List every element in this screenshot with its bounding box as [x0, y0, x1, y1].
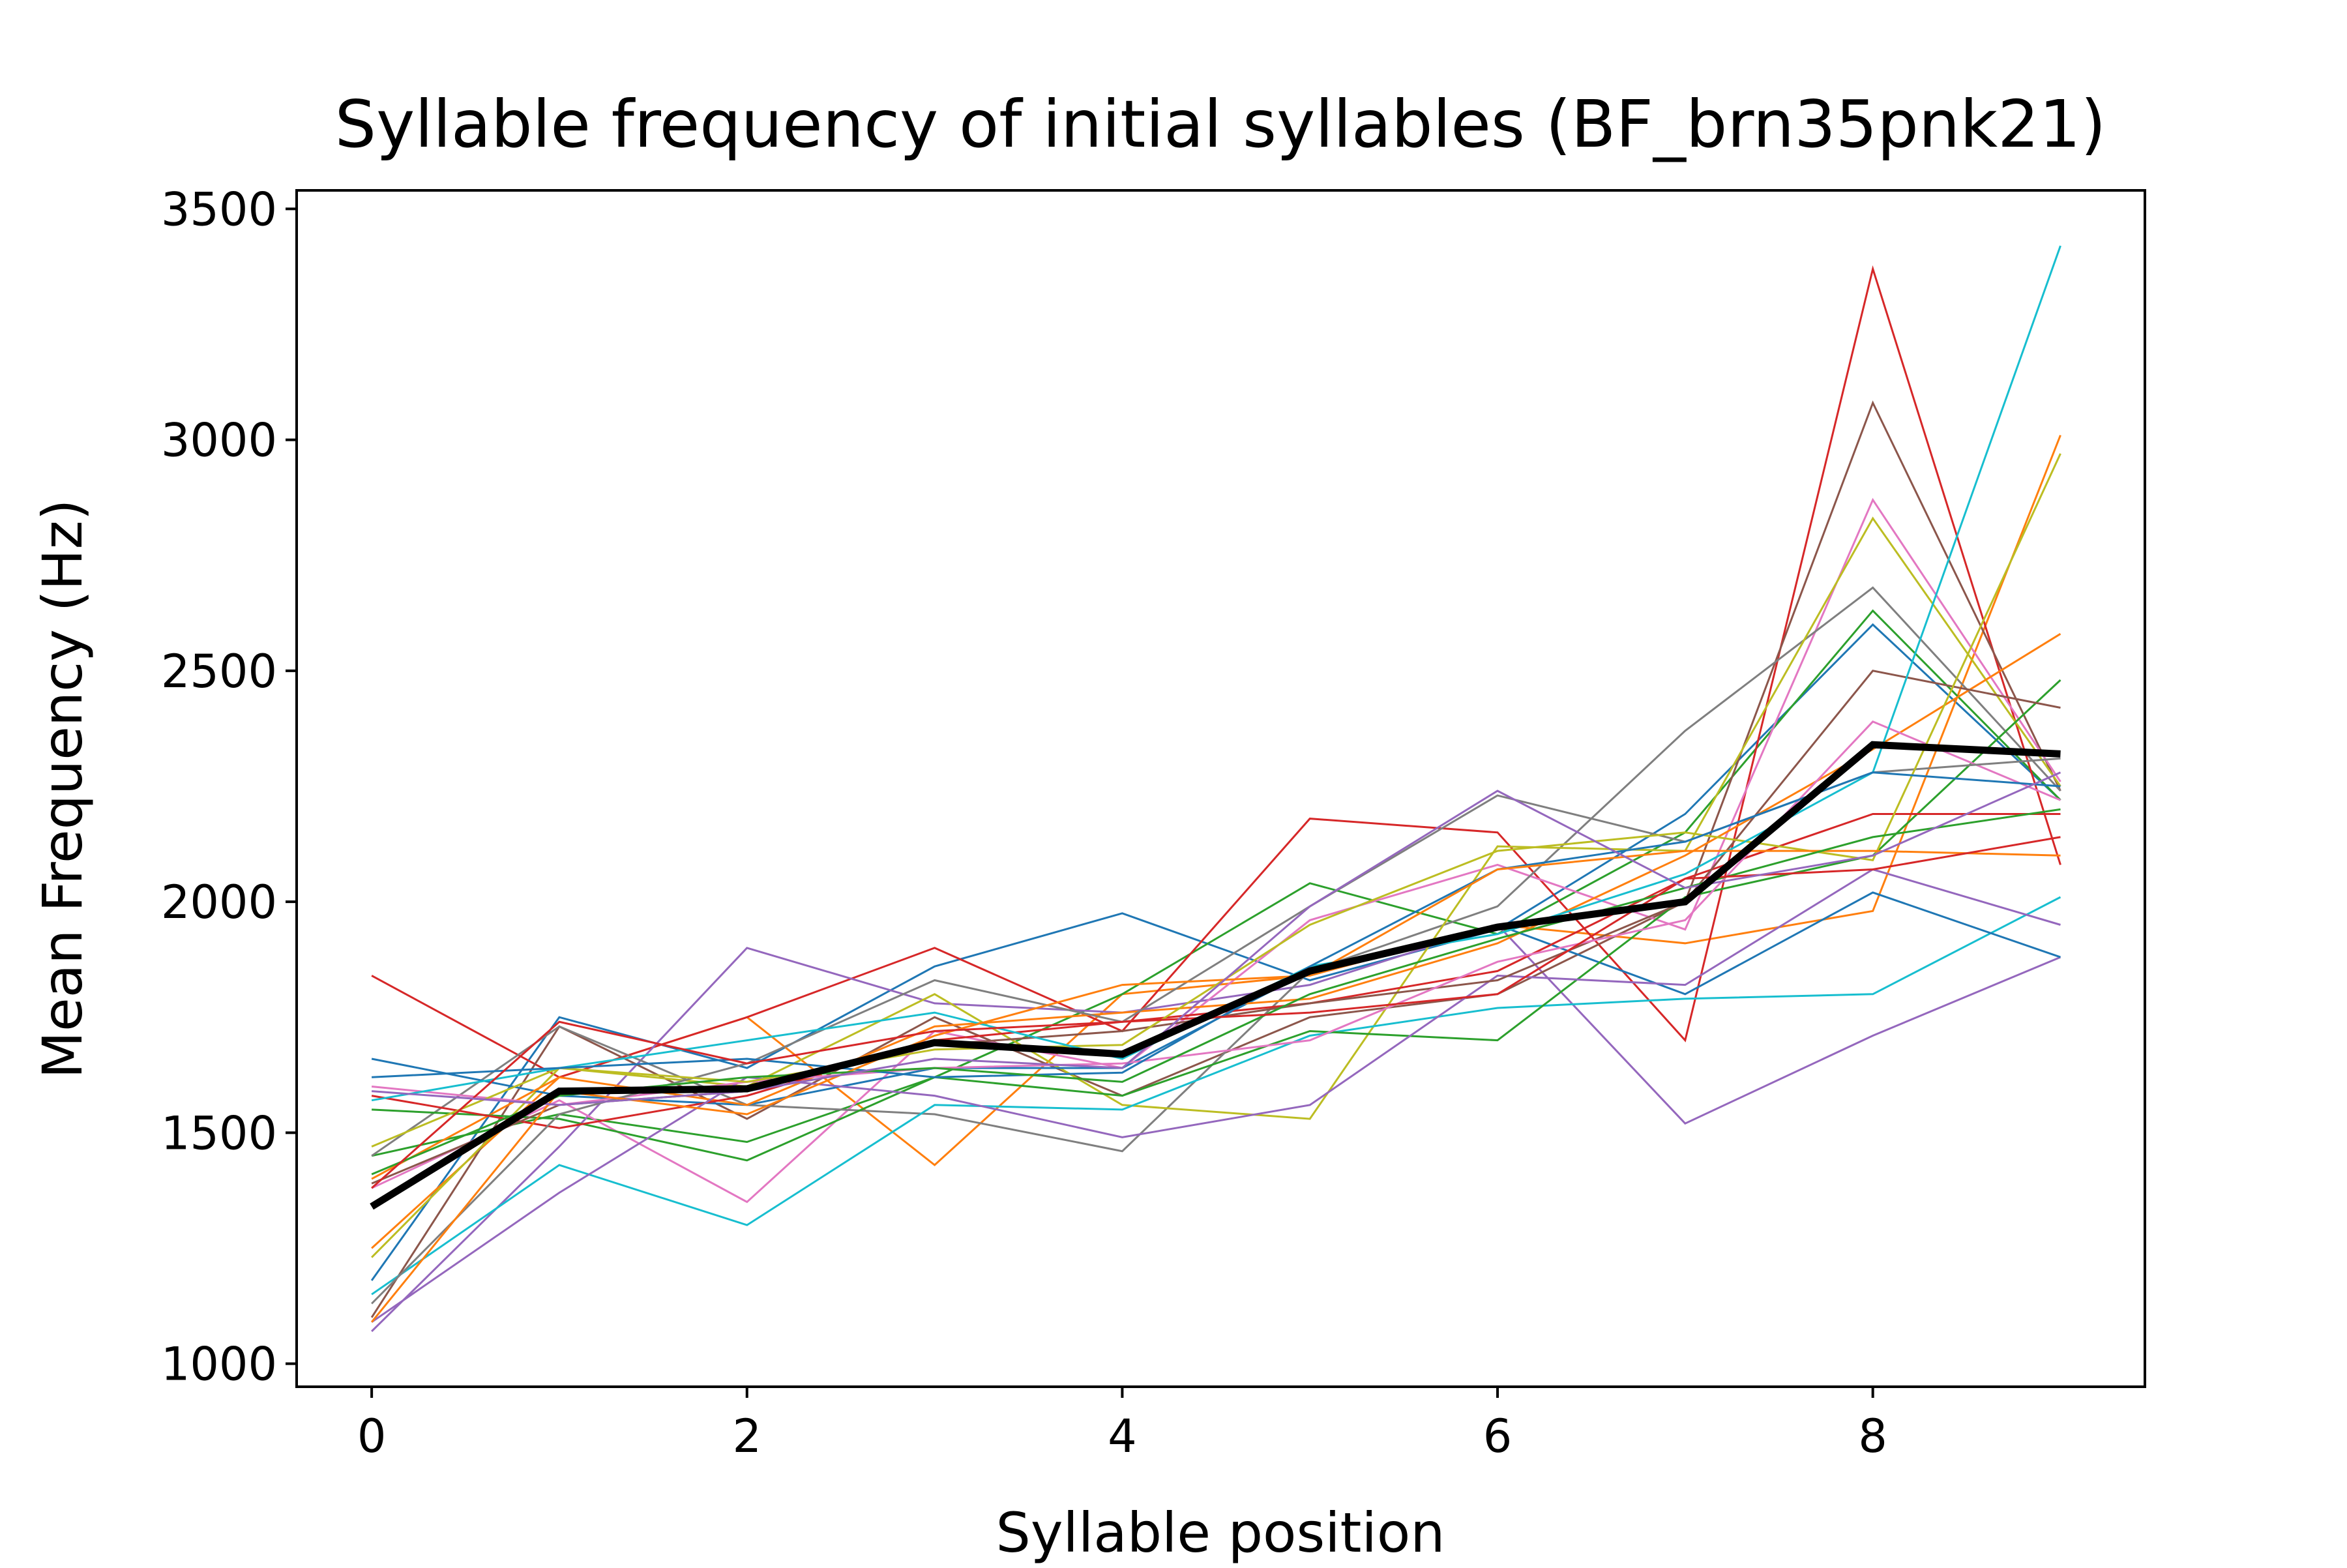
series-line-10	[371, 896, 2061, 1295]
x-tick-label: 4	[1108, 1410, 1137, 1463]
y-tick-label: 3000	[161, 414, 277, 467]
y-tick-label: 2000	[161, 876, 277, 929]
series-line-8	[371, 586, 2061, 1157]
series-line-5	[371, 923, 2061, 1333]
series-line-13	[372, 679, 2061, 1162]
mean-series-line	[370, 741, 2061, 1210]
y-axis-ticks: 1000 1500 2000 2500 3000 3500	[161, 183, 297, 1391]
series-line-7	[371, 497, 2061, 1204]
mean-layer	[370, 741, 2061, 1210]
x-tick-label: 6	[1483, 1410, 1513, 1463]
x-tick-label: 0	[357, 1410, 387, 1463]
series-line-22	[370, 850, 2061, 1323]
y-tick-label: 1000	[161, 1338, 277, 1391]
series-line-9	[371, 516, 2061, 1258]
series-line-15	[371, 868, 2061, 1324]
chart-title: Syllable frequency of initial syllables …	[335, 86, 2106, 162]
series-line-3	[371, 609, 2061, 1157]
y-axis-label: Mean Frequency (Hz)	[31, 499, 95, 1078]
y-tick-label: 1500	[161, 1106, 277, 1160]
series-line-6	[370, 400, 2061, 1318]
plot-frame	[295, 189, 2146, 1388]
y-tick-label: 3500	[161, 183, 277, 236]
series-line-21	[372, 771, 2061, 1078]
series-line-19	[371, 453, 2061, 1147]
x-tick-label: 8	[1858, 1410, 1887, 1463]
series-line-24	[371, 836, 2061, 1189]
x-tick-label: 2	[732, 1410, 761, 1463]
series-line-25	[371, 771, 2061, 1106]
y-tick-label: 2500	[161, 645, 277, 698]
x-axis-ticks: 0 2 4 6 8	[357, 1387, 1887, 1463]
x-axis-label: Syllable position	[996, 1501, 1445, 1565]
